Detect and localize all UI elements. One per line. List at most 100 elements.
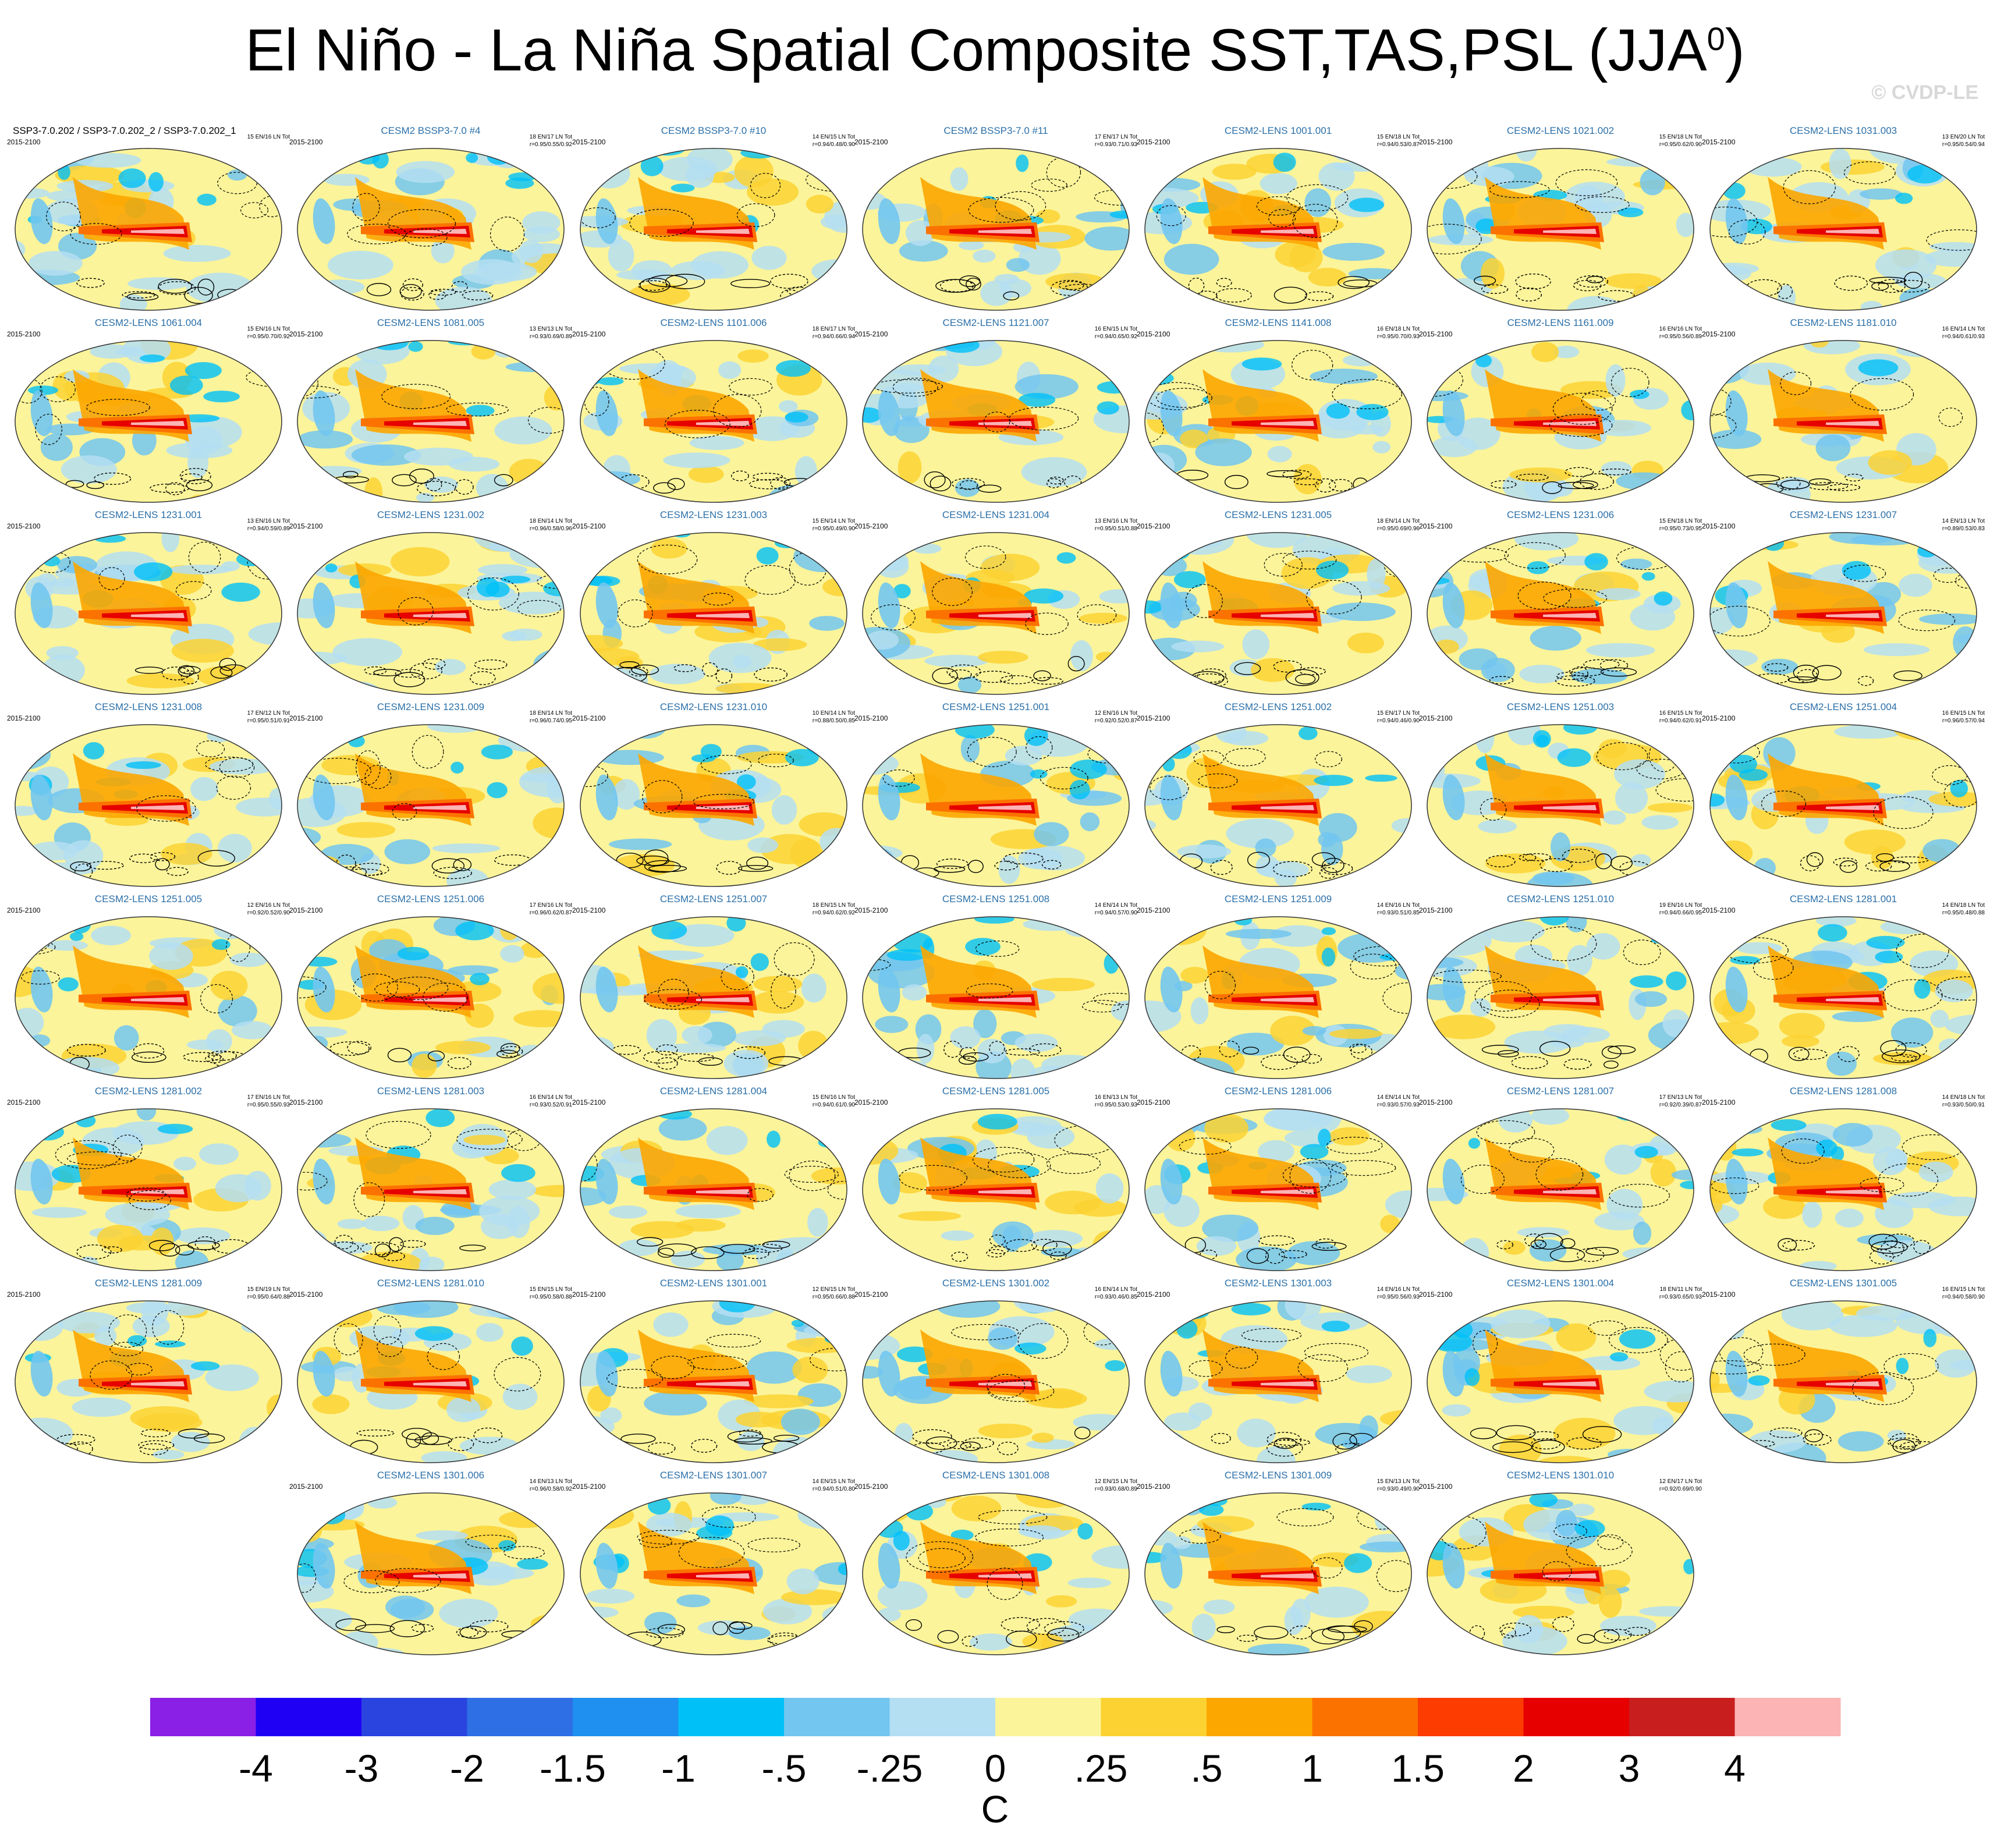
cold-anomaly-patch	[1896, 1357, 1909, 1374]
psl-contour	[416, 481, 456, 496]
panel-period: 2015-2100	[1702, 522, 1736, 530]
anomaly-patch	[799, 812, 847, 837]
anomaly-patch	[256, 1420, 281, 1450]
panel-correlation: r=0.92/0.52/0.90	[247, 910, 290, 916]
panel-counts: 15 EN/17 LN Tot	[1377, 710, 1420, 717]
psl-contour	[870, 604, 916, 631]
anomaly-patch	[1212, 164, 1257, 180]
panel-correlation: r=0.95/0.55/0.92	[529, 141, 572, 148]
psl-contour	[1150, 775, 1189, 800]
psl-contour	[1710, 413, 1737, 439]
psl-contour	[1156, 205, 1186, 226]
psl-contour	[949, 669, 972, 680]
psl-contour	[1844, 473, 1864, 482]
psl-contour	[1903, 272, 1923, 289]
anomaly-patch	[1650, 1159, 1676, 1187]
anomaly-patch	[1566, 296, 1624, 310]
map-outline	[15, 148, 282, 311]
map-panel: CESM2 BSSP3-7.0 #4 2015-2100 18 EN/17 LN T…	[289, 125, 572, 317]
anomaly-patch	[15, 350, 31, 383]
cold-anomaly-patch	[487, 782, 508, 799]
panel-title: CESM2-LENS 1301.010	[1506, 1470, 1615, 1481]
anomaly-patch	[416, 492, 435, 502]
panel-map	[15, 916, 282, 1079]
panel-correlation: r=0.92/0.52/0.87	[1094, 718, 1137, 724]
anomaly-patch	[941, 1230, 974, 1241]
panel-map	[15, 340, 282, 503]
panel-counts: 10 EN/14 LN Tot	[812, 710, 855, 717]
psl-contour	[1376, 1560, 1411, 1592]
psl-contour	[431, 858, 465, 874]
map-outline	[580, 532, 847, 695]
psl-contour	[399, 1240, 426, 1248]
panel-map	[297, 724, 565, 887]
anomaly-patch	[1821, 621, 1855, 643]
cold-anomaly-patch	[301, 956, 338, 967]
psl-contour	[303, 758, 372, 784]
anomaly-patch	[893, 417, 930, 444]
anomaly-patch	[15, 965, 42, 998]
nino-tongue-peak	[696, 1573, 750, 1579]
anomaly-patch	[1594, 420, 1652, 437]
psl-contour	[70, 861, 92, 872]
anomaly-patch	[710, 1493, 742, 1505]
anomaly-patch	[792, 1356, 828, 1384]
map-outline	[297, 148, 565, 311]
psl-contour	[1001, 1617, 1040, 1632]
anomaly-patch	[1014, 374, 1079, 399]
psl-contour	[937, 1630, 959, 1644]
map-outline	[1427, 340, 1694, 503]
cold-anomaly-patch	[1442, 348, 1455, 367]
colorbar-segment	[995, 1698, 1101, 1736]
panel-map	[862, 340, 1130, 503]
psl-contour	[731, 470, 749, 481]
map-outline	[1144, 916, 1412, 1079]
cool-horseshoe-west	[1725, 198, 1748, 244]
psl-contour	[716, 861, 743, 875]
anomaly-patch	[1838, 1431, 1884, 1452]
map-outline	[862, 532, 1130, 695]
psl-contour	[207, 1051, 237, 1061]
anomaly-patch	[1322, 243, 1385, 261]
panel-title: CESM2-LENS 1281.002	[94, 1086, 203, 1097]
psl-contour	[1608, 1045, 1636, 1055]
panel-period: 2015-2100	[1702, 1290, 1736, 1299]
psl-contour	[470, 671, 496, 685]
cold-anomaly-patch	[1365, 774, 1397, 782]
psl-contour	[639, 278, 671, 293]
anomaly-patch	[1616, 472, 1673, 491]
anomaly-patch	[498, 591, 564, 615]
cold-anomaly-patch	[1710, 793, 1725, 807]
panel-stats: 12 EN/16 LN Tot r=0.92/0.52/0.87	[1095, 710, 1137, 725]
psl-contour	[616, 853, 644, 868]
anomaly-patch	[618, 1239, 659, 1257]
nino-tongue-peak	[1826, 229, 1879, 234]
cool-horseshoe-west	[313, 582, 335, 629]
psl-contour	[638, 1535, 672, 1548]
psl-contour	[1598, 290, 1635, 302]
anomaly-patch	[771, 795, 797, 825]
nino-tongue-peak	[978, 1189, 1032, 1194]
anomaly-patch	[1519, 665, 1565, 683]
cold-anomaly-patch	[1344, 1553, 1372, 1573]
psl-contour	[758, 753, 794, 768]
anomaly-patch	[1714, 1133, 1737, 1161]
cold-anomaly-patch	[1710, 1331, 1722, 1338]
psl-contour	[132, 1051, 166, 1063]
cool-horseshoe-west	[878, 198, 900, 244]
psl-contour	[98, 567, 125, 590]
anomaly-patch	[1517, 1227, 1570, 1238]
cold-anomaly-patch	[1818, 924, 1847, 942]
anomaly-patch	[608, 239, 634, 272]
cold-anomaly-patch	[1105, 1360, 1126, 1371]
psl-contour	[1534, 1233, 1563, 1250]
cool-horseshoe-west	[595, 1158, 618, 1205]
anomaly-patch	[737, 1431, 765, 1451]
colorbar-segment	[784, 1698, 890, 1736]
psl-contour	[1434, 969, 1502, 983]
anomaly-patch	[1936, 485, 1977, 502]
cold-anomaly-patch	[1816, 1139, 1838, 1157]
anomaly-patch	[1606, 1189, 1643, 1221]
cold-anomaly-patch	[1725, 342, 1737, 352]
panel-counts: 15 EN/16 LN Tot	[812, 1094, 855, 1101]
